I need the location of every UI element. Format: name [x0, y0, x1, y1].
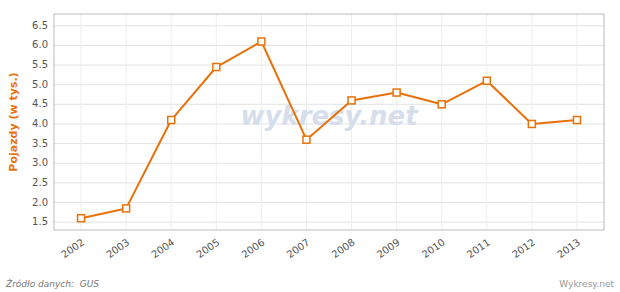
- chart: wykresy.net 1.5 2.0 2.5 3.0 3.5 4.0 4.5 5.0 5.5 6.…: [0, 0, 620, 292]
- footer-note: Wykresy.net: [559, 279, 614, 289]
- x-tick-label: 2004: [149, 237, 176, 261]
- y-tick-label: 2.0: [32, 197, 48, 208]
- y-grid-line: [54, 25, 604, 26]
- x-tick-label: 2006: [239, 237, 266, 261]
- y-tick-label: 2.5: [32, 177, 48, 188]
- marker: [348, 97, 355, 104]
- y-tick-label: 5.0: [32, 79, 48, 90]
- x-grid-line: [441, 14, 442, 230]
- x-tick-label: 2003: [104, 237, 131, 261]
- x-tick-label: 2013: [555, 237, 582, 261]
- y-tick-label: 4.0: [32, 118, 48, 129]
- y-tick-label: 5.5: [32, 59, 48, 70]
- y-tick-label: 6.5: [32, 20, 48, 31]
- y-tick-label: 3.5: [32, 138, 48, 149]
- marker: [528, 120, 535, 127]
- marker: [78, 215, 85, 222]
- x-grid-line: [81, 14, 82, 230]
- x-grid-line: [126, 14, 127, 230]
- x-tick-label: 2009: [375, 237, 402, 261]
- y-tick-label: 1.5: [32, 216, 48, 227]
- marker: [168, 117, 175, 124]
- y-grid-line: [54, 45, 604, 46]
- marker: [303, 136, 310, 143]
- x-tick-label: 2005: [194, 237, 221, 261]
- y-grid-line: [54, 182, 604, 183]
- y-tick-label: 4.5: [32, 98, 48, 109]
- chart-container: wykresy.net 1.5 2.0 2.5 3.0 3.5 4.0 4.5 5.0 5.5 6.…: [0, 0, 620, 292]
- x-tick-label: 2002: [59, 237, 86, 261]
- y-grid-line: [54, 84, 604, 85]
- marker: [573, 117, 580, 124]
- y-tick-label: 3.0: [32, 157, 48, 168]
- plot-frame: [54, 14, 604, 230]
- marker: [123, 205, 130, 212]
- marker: [483, 77, 490, 84]
- x-grid-line: [216, 14, 217, 230]
- x-axis: 2002 2003 2004 2005 2006 2007 2008 2009 2010 2011…: [59, 237, 582, 261]
- source-note: Źródło danych: GUS: [5, 278, 99, 289]
- grid: [54, 14, 604, 230]
- y-tick-label: 6.0: [32, 39, 48, 50]
- series: [78, 38, 581, 222]
- x-grid-line: [486, 14, 487, 230]
- marker: [393, 89, 400, 96]
- y-grid-line: [54, 222, 604, 223]
- line: [81, 41, 577, 218]
- x-tick-label: 2011: [465, 237, 492, 261]
- marker: [213, 64, 220, 71]
- marker: [438, 101, 445, 108]
- y-grid-line: [54, 143, 604, 144]
- y-axis: 1.5 2.0 2.5 3.0 3.5 4.0 4.5 5.0 5.5 6.0 6.5: [32, 20, 48, 227]
- y-grid-line: [54, 163, 604, 164]
- x-tick-label: 2007: [285, 237, 312, 261]
- x-tick-label: 2010: [420, 237, 447, 261]
- y-grid-line: [54, 202, 604, 203]
- y-grid-line: [54, 65, 604, 66]
- marker: [258, 38, 265, 45]
- y-axis-label: Pojazdy (w tys.): [7, 72, 20, 171]
- x-tick-label: 2012: [510, 237, 537, 261]
- watermark: wykresy.net: [240, 101, 419, 131]
- x-tick-label: 2008: [330, 237, 357, 261]
